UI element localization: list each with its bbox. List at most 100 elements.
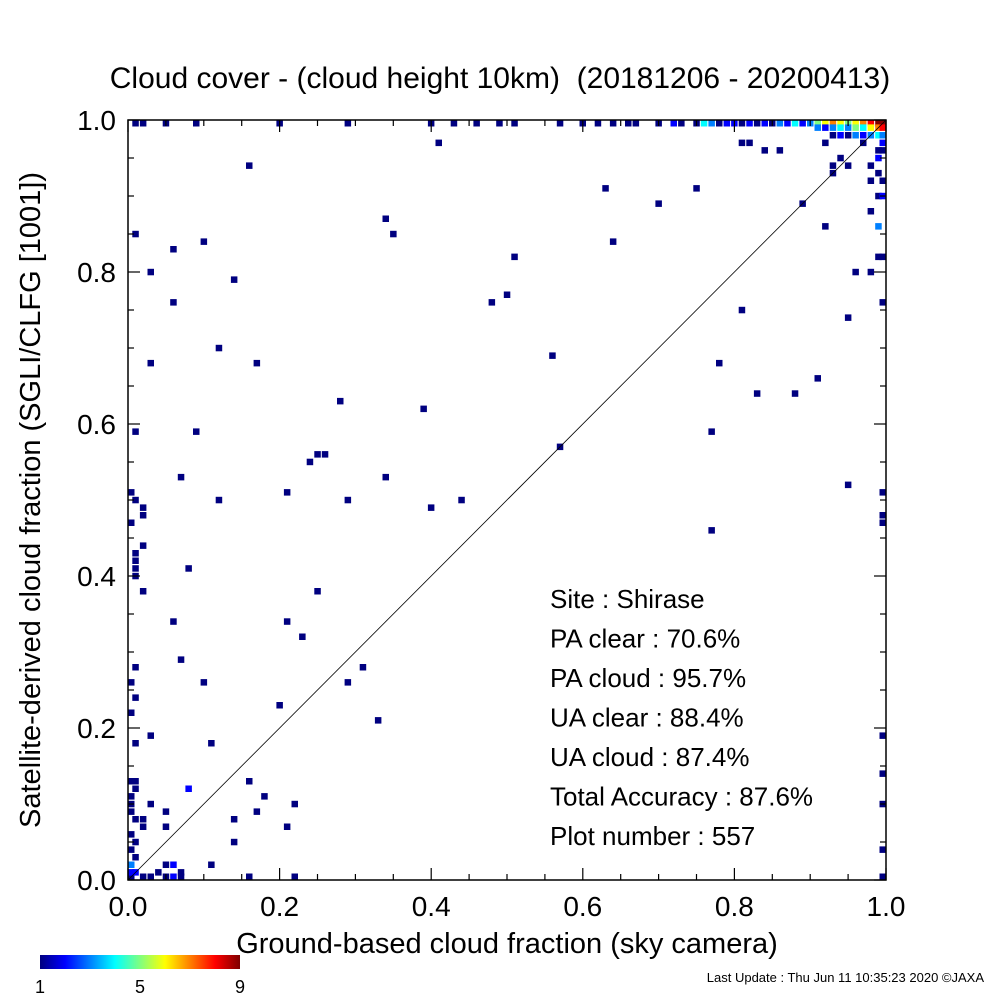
heatmap-cell [837, 124, 844, 131]
heatmap-cell [208, 861, 215, 868]
x-tick-label: 0.6 [563, 891, 602, 922]
heatmap-cell [337, 397, 344, 405]
stats-annotations: Site : Shirase PA clear : 70.6% PA cloud :… [550, 584, 813, 851]
heatmap-cell [609, 238, 617, 245]
heatmap-cell [162, 823, 170, 830]
heatmap-cell [879, 147, 886, 154]
heatmap-cell [814, 124, 821, 131]
heatmap-cell [738, 306, 746, 314]
heatmap-cell [594, 120, 602, 127]
heatmap-cell [829, 120, 837, 127]
heatmap-cell [139, 823, 147, 830]
heatmap-cell [799, 120, 806, 127]
heatmap-cell [246, 778, 253, 785]
heatmap-cell [132, 120, 139, 127]
heatmap-cell [382, 473, 389, 481]
heatmap-cell [860, 120, 867, 127]
heatmap-cell [170, 618, 177, 625]
colorbar-tick-labels: 1 5 9 [35, 977, 245, 997]
heatmap-cell [860, 124, 867, 131]
heatmap-cell [200, 679, 208, 686]
heatmap-cell [879, 177, 886, 184]
heatmap-cell [170, 246, 177, 253]
heatmap-cell [344, 120, 352, 127]
heatmap-cell [132, 550, 139, 557]
heatmap-cell [753, 120, 761, 127]
heatmap-cell [867, 208, 875, 215]
heatmap-cell [670, 120, 677, 127]
heatmap-cell [602, 185, 609, 192]
heatmap-cell [837, 120, 844, 127]
heatmap-cell [177, 473, 185, 481]
heatmap-cell [215, 344, 223, 352]
heatmap-cell [132, 664, 139, 671]
heatmap-cell [879, 299, 886, 306]
x-axis-label: Ground-based cloud fraction (sky camera) [236, 928, 778, 960]
heatmap-cell [875, 147, 882, 154]
heatmap-cell [132, 694, 139, 701]
heatmap-cell [132, 428, 139, 435]
heatmap-cell [246, 162, 253, 169]
heatmap-cell [655, 200, 662, 207]
heatmap-cell [321, 451, 329, 458]
stat-line: Site : Shirase [550, 584, 705, 614]
axis-ticks [127, 119, 887, 881]
heatmap-cell [625, 120, 632, 127]
heatmap-cell [132, 565, 139, 572]
x-tick-label: 1.0 [867, 891, 906, 922]
heatmap-cell [128, 489, 135, 496]
x-tick-label: 0.4 [412, 891, 451, 922]
heatmap-cell [503, 291, 511, 298]
heatmap-cell [738, 120, 746, 127]
heatmap-cell [128, 519, 135, 526]
heatmap-cell [700, 120, 708, 127]
heatmap-cell [852, 268, 859, 276]
heatmap-cell [879, 489, 886, 496]
heatmap-cell [867, 162, 875, 169]
heatmap-cell [875, 132, 882, 139]
heatmap-cell [860, 132, 867, 139]
heatmap-cell [473, 120, 480, 127]
heatmap-cell [128, 793, 135, 800]
heatmap-cell [177, 656, 185, 663]
heatmap-cell [829, 162, 837, 169]
heatmap-cell [784, 120, 791, 127]
heatmap-cell [879, 124, 886, 131]
stat-line: UA clear : 88.4% [550, 703, 744, 733]
heatmap-cell [738, 139, 746, 147]
heatmap-cell [139, 588, 147, 595]
heatmap-cell [390, 230, 397, 238]
heatmap-cell [139, 542, 147, 549]
heatmap-cell [458, 496, 465, 504]
heatmap-cell [791, 120, 799, 127]
heatmap-cell [128, 778, 135, 785]
heatmap-cell [132, 557, 139, 564]
heatmap-cell [776, 147, 784, 154]
heatmap-cell [344, 496, 352, 504]
heatmap-cell [435, 139, 442, 147]
heatmap-cell [147, 359, 154, 367]
heatmap-cell [147, 732, 154, 739]
heatmap-cell [511, 120, 518, 127]
heatmap-cell [822, 124, 829, 131]
heatmap-cell [879, 873, 886, 880]
heatmap-cell [306, 458, 314, 466]
heatmap-cell [230, 838, 238, 846]
y-tick-label: 1.0 [77, 105, 116, 136]
heatmap-cell [344, 679, 352, 686]
heatmap-cell [128, 709, 135, 716]
x-tick-labels: 0.0 0.2 0.4 0.6 0.8 1.0 [109, 891, 906, 922]
heatmap-cell [299, 633, 306, 640]
heatmap-cell [261, 793, 268, 800]
heatmap-cell [867, 124, 875, 131]
heatmap-cell [609, 120, 617, 127]
heatmap-cell [177, 869, 185, 876]
heatmap-cell [253, 359, 261, 367]
heatmap-cell [177, 873, 185, 880]
heatmap-cell [359, 664, 367, 671]
stat-line: Total Accuracy : 87.6% [550, 782, 813, 812]
heatmap-cell [374, 717, 382, 724]
heatmap-cell [162, 808, 170, 815]
heatmap-cell [875, 253, 882, 261]
heatmap-cell [879, 846, 886, 853]
